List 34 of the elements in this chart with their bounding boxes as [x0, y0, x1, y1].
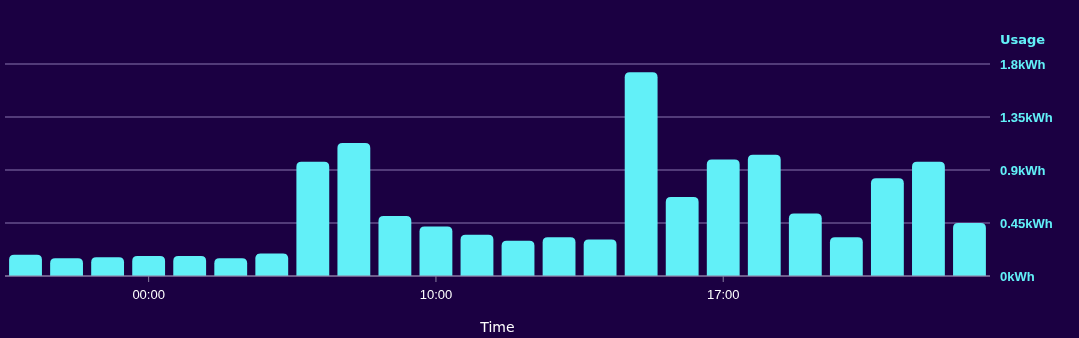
bar: [747, 154, 781, 276]
y-tick-label: 1.8kWh: [1000, 56, 1046, 72]
bar: [624, 72, 658, 276]
bar: [337, 142, 371, 276]
bar: [50, 258, 83, 276]
bar: [460, 234, 494, 276]
bar: [255, 253, 289, 276]
y-tick-label: 0kWh: [1000, 268, 1035, 284]
y-tick-label: 1.35kWh: [1000, 109, 1053, 125]
y-tick-label: 0.45kWh: [1000, 215, 1053, 231]
bar: [583, 239, 617, 276]
bar: [214, 258, 248, 276]
bar: [9, 254, 42, 276]
bar: [788, 213, 822, 276]
x-axis-title: Time: [479, 319, 515, 335]
x-tick-label: 10:00: [419, 287, 453, 303]
bar: [132, 255, 166, 276]
bar: [542, 237, 576, 276]
y-tick-label: 0.9kWh: [1000, 162, 1046, 178]
x-tick-label: 17:00: [706, 287, 740, 303]
bar: [953, 223, 986, 276]
bar: [419, 226, 453, 276]
x-tick-label: 00:00: [132, 287, 165, 303]
bar: [665, 197, 699, 276]
bar: [501, 240, 535, 276]
bar: [706, 159, 740, 276]
bar: [173, 255, 207, 276]
bar: [829, 237, 863, 276]
bar: [870, 178, 904, 276]
bar: [912, 161, 945, 276]
y-axis-title: Usage: [1000, 32, 1046, 47]
bar: [296, 161, 330, 276]
bar: [91, 257, 125, 276]
bar: [378, 215, 412, 276]
